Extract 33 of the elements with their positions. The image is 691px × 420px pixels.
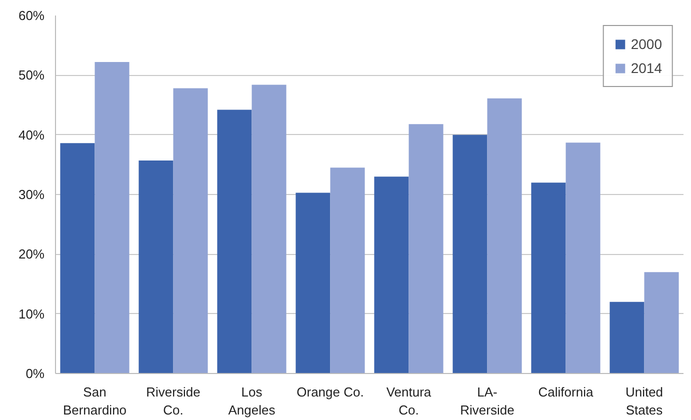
bar <box>531 182 566 374</box>
bar <box>330 168 365 374</box>
bar <box>173 88 208 374</box>
bar <box>408 124 444 374</box>
bar <box>217 110 252 374</box>
x-tick-label: United States <box>625 384 664 418</box>
x-tick-label: LA- Riverside <box>460 384 514 418</box>
x-tick-label: Ventura Co. <box>386 384 432 418</box>
y-tick-label: 50% <box>18 68 45 83</box>
x-tick-label: San Bernardino <box>62 384 127 418</box>
y-tick-label: 60% <box>18 8 45 23</box>
y-tick-label: 10% <box>18 306 45 322</box>
x-tick-label: Riverside Co. <box>146 384 200 418</box>
y-tick-label: 40% <box>18 127 45 142</box>
x-tick-label: California <box>538 384 594 400</box>
bar <box>644 272 679 374</box>
y-tick-label: 20% <box>18 246 45 262</box>
x-tick-label: Los Angeles <box>228 384 276 418</box>
bar <box>94 62 130 374</box>
bar <box>487 98 522 374</box>
x-tick-label: Orange Co. <box>296 384 364 400</box>
bar <box>610 302 644 374</box>
bar <box>566 142 600 374</box>
bar <box>296 192 330 374</box>
legend-label: 2014 <box>630 60 662 76</box>
y-tick-label: 30% <box>18 187 45 202</box>
bar <box>452 134 488 374</box>
y-tick-label: 0% <box>26 366 45 381</box>
bar <box>374 176 409 374</box>
bar <box>60 143 95 374</box>
legend-label: 2000 <box>630 36 662 52</box>
bar <box>138 160 174 374</box>
bar <box>252 84 286 374</box>
